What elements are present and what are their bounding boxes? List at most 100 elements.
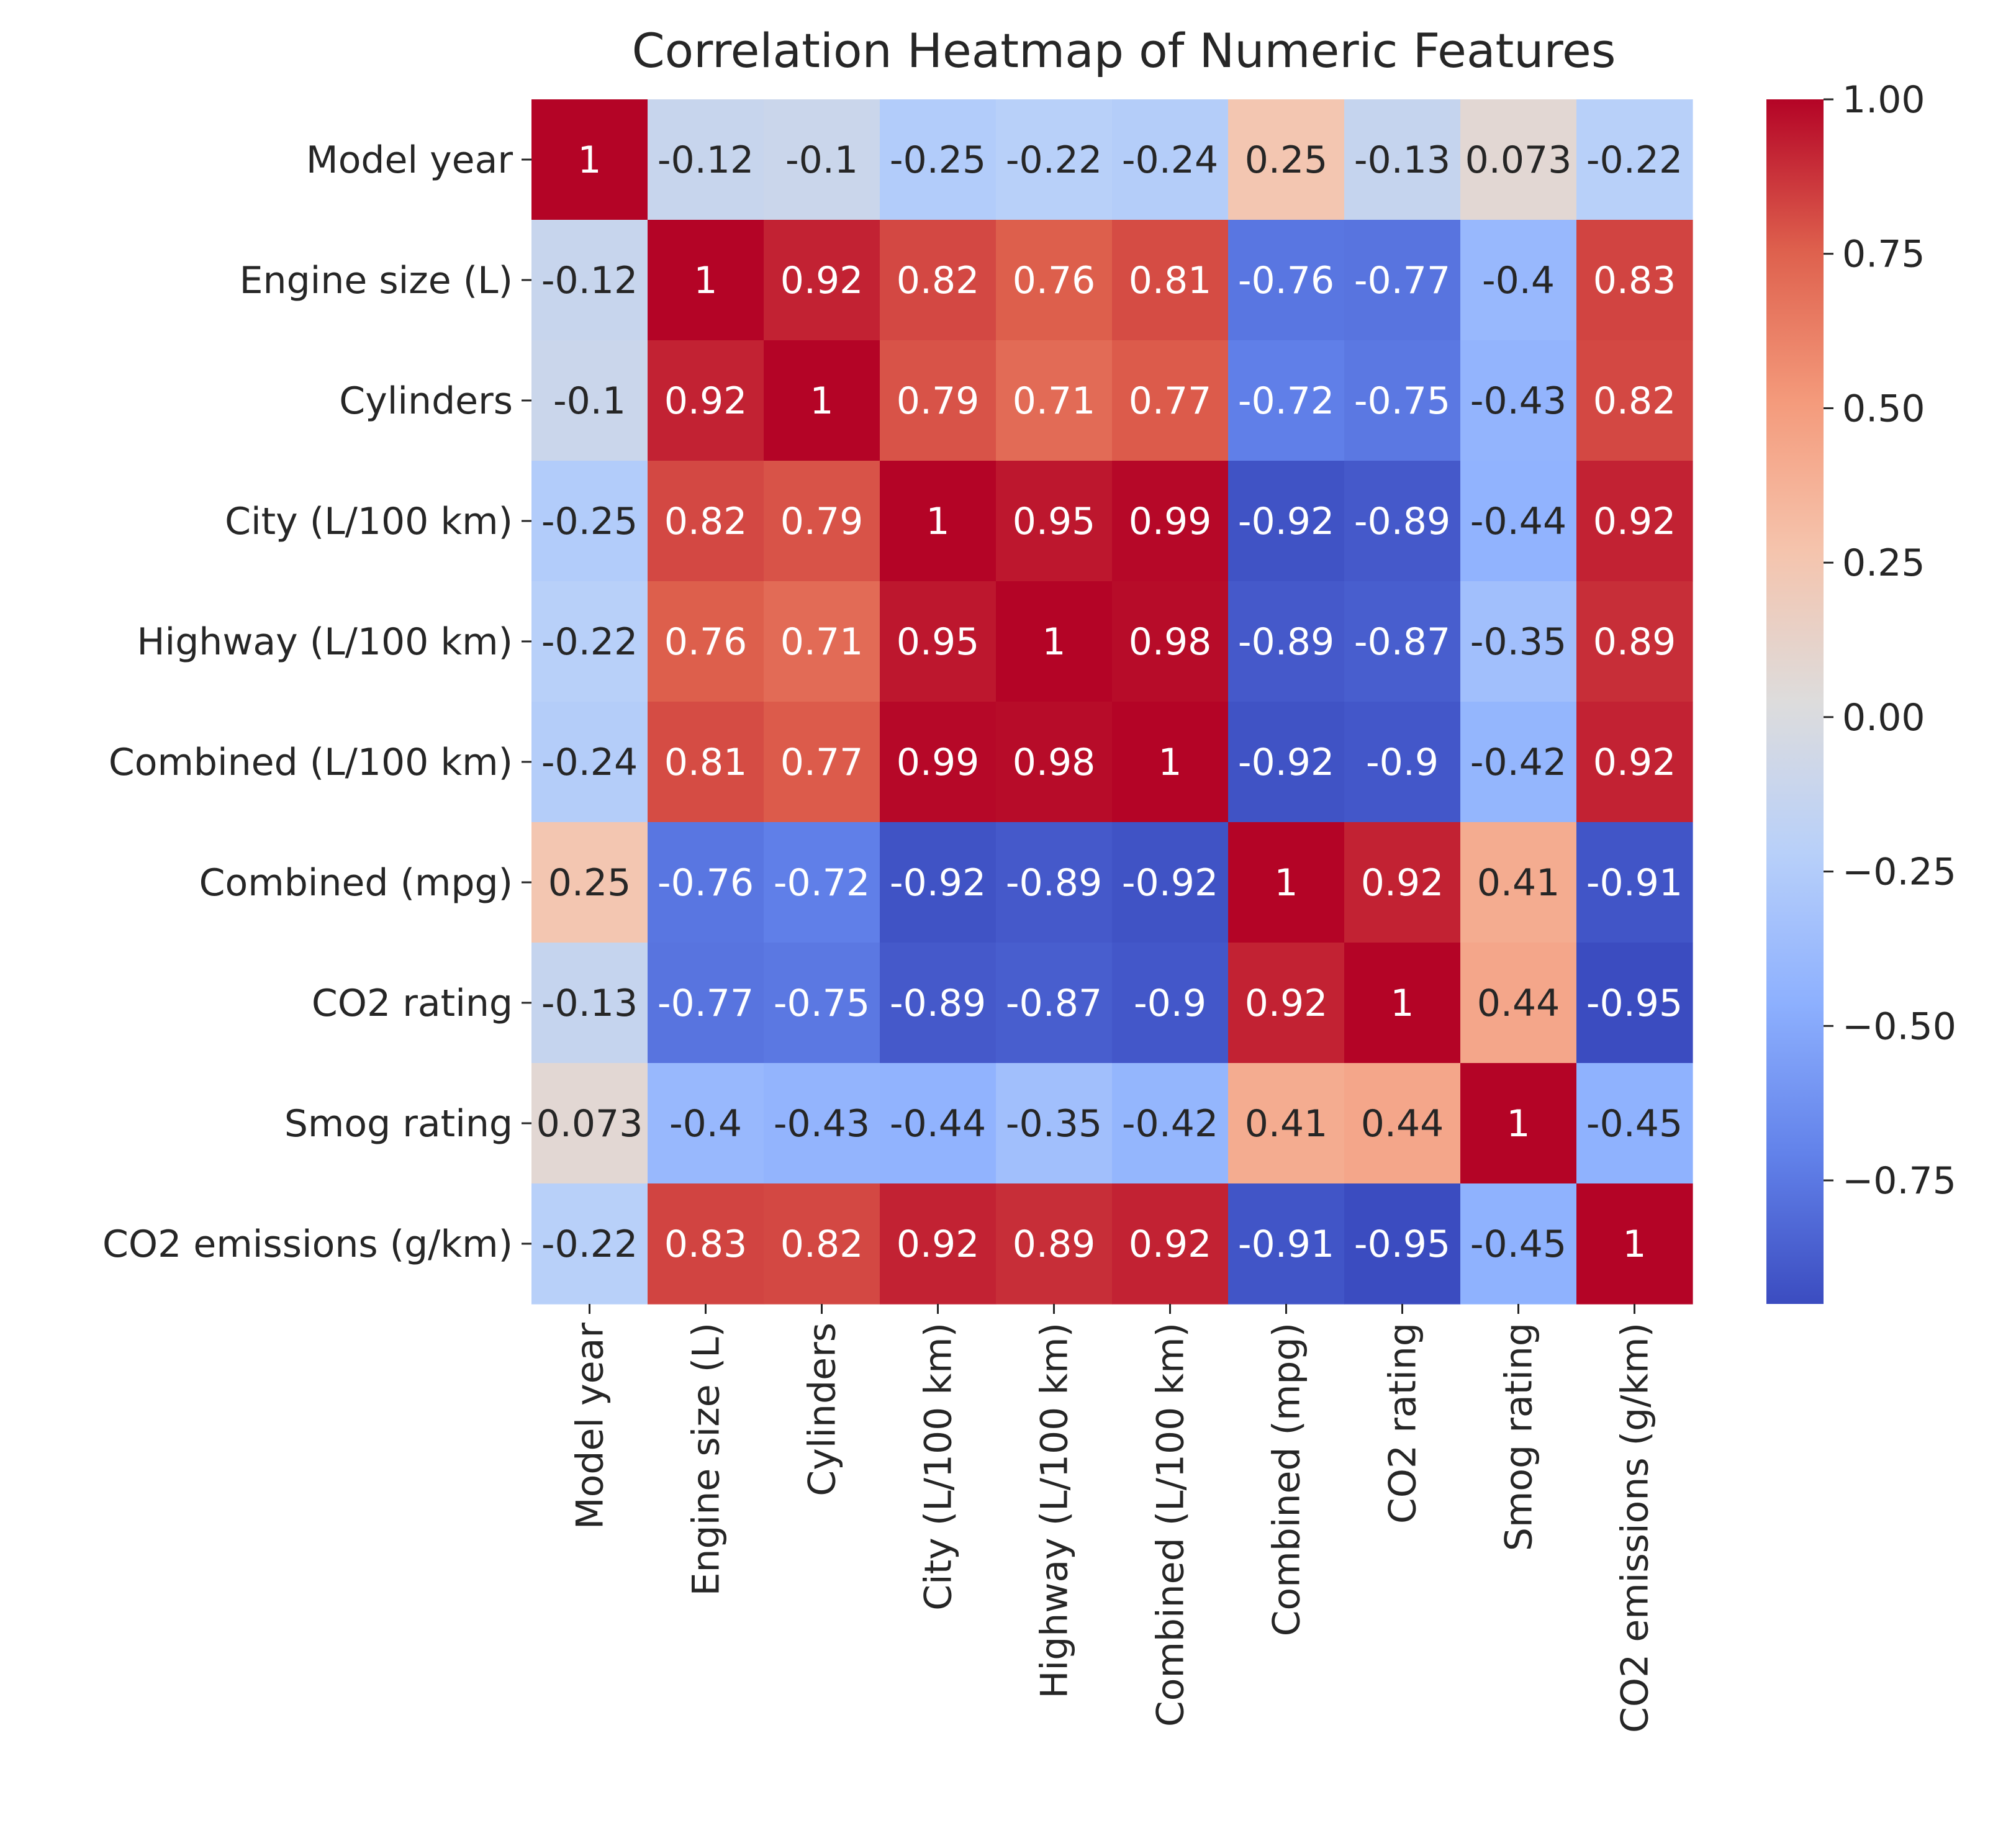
heatmap-annotations: 1 -0.12 -0.1 -0.25 -0.22 -0.24 0.25 -0.13 0.073-… bbox=[536, 138, 1683, 1266]
y-tick-label: Highway (L/100 km) bbox=[137, 620, 513, 664]
heatmap-cell bbox=[1576, 1063, 1693, 1184]
x-tick-label: Highway (L/100 km) bbox=[1033, 1323, 1077, 1699]
heatmap-cell bbox=[996, 1063, 1113, 1184]
cell-value-label: -0.89 bbox=[1006, 861, 1102, 905]
heatmap-cell bbox=[531, 220, 648, 341]
colorbar-tick-label: 0.75 bbox=[1842, 233, 1925, 276]
heatmap-cell bbox=[648, 702, 764, 823]
heatmap-cell bbox=[1344, 1183, 1461, 1305]
heatmap-cell bbox=[648, 461, 764, 582]
cell-value-label: -0.25 bbox=[890, 138, 986, 182]
heatmap-cell bbox=[1460, 1063, 1577, 1184]
heatmap-cell bbox=[1228, 581, 1345, 702]
heatmap-cell bbox=[1112, 1063, 1229, 1184]
heatmap-cell bbox=[531, 461, 648, 582]
heatmap-cell bbox=[531, 702, 648, 823]
cell-value-label: 0.25 bbox=[548, 861, 631, 905]
heatmap-cell bbox=[1344, 461, 1461, 582]
heatmap-cell bbox=[996, 822, 1113, 943]
cell-value-label: 0.25 bbox=[1245, 138, 1328, 182]
cell-value-label: 1 bbox=[1158, 741, 1182, 784]
cell-value-label: 0.99 bbox=[897, 741, 980, 784]
heatmap-cell bbox=[648, 1063, 764, 1184]
cell-value-label: 0.71 bbox=[1013, 379, 1096, 423]
cell-value-label: -0.25 bbox=[541, 500, 638, 543]
heatmap-cell bbox=[1576, 99, 1693, 220]
cell-value-label: -0.75 bbox=[1354, 379, 1450, 423]
heatmap-cell bbox=[1576, 1183, 1693, 1305]
heatmap-cell bbox=[1460, 822, 1577, 943]
heatmap-cell bbox=[1112, 220, 1229, 341]
x-tick-label: CO2 emissions (g/km) bbox=[1614, 1323, 1657, 1733]
cell-value-label: 0.71 bbox=[780, 620, 864, 664]
heatmap-cell bbox=[1228, 1063, 1345, 1184]
heatmap-cell bbox=[1228, 822, 1345, 943]
heatmap-cell bbox=[1344, 822, 1461, 943]
heatmap-cell bbox=[1344, 702, 1461, 823]
heatmap-cell bbox=[1460, 702, 1577, 823]
cell-value-label: 0.82 bbox=[897, 259, 980, 302]
colorbar: 1.00 0.75 0.50 0.25 0.00 −0.25 −0.50 −0.75 bbox=[1766, 78, 1956, 1304]
cell-value-label: 1 bbox=[1274, 861, 1298, 905]
cell-value-label: 0.83 bbox=[664, 1223, 748, 1266]
heatmap-cell bbox=[1460, 220, 1577, 341]
colorbar-tick-label: 1.00 bbox=[1842, 78, 1925, 122]
cell-value-label: -0.22 bbox=[1586, 138, 1683, 182]
heatmap-cell bbox=[531, 581, 648, 702]
heatmap-cell bbox=[1460, 340, 1577, 461]
heatmap-cell bbox=[1344, 943, 1461, 1064]
heatmap-cell bbox=[1576, 702, 1693, 823]
cell-value-label: -0.72 bbox=[774, 861, 870, 905]
x-tick-label: City (L/100 km) bbox=[917, 1323, 961, 1611]
heatmap-cell bbox=[1112, 943, 1229, 1064]
heatmap-cell bbox=[531, 1063, 648, 1184]
cell-value-label: 0.92 bbox=[1361, 861, 1444, 905]
x-tick-label: Engine size (L) bbox=[685, 1323, 728, 1596]
heatmap-cell bbox=[648, 220, 764, 341]
cell-value-label: 0.79 bbox=[780, 500, 864, 543]
cell-value-label: 0.98 bbox=[1129, 620, 1212, 664]
cell-value-label: -0.89 bbox=[1238, 620, 1334, 664]
cell-value-label: -0.44 bbox=[1470, 500, 1566, 543]
y-tick-label: CO2 emissions (g/km) bbox=[102, 1223, 513, 1266]
cell-value-label: 0.76 bbox=[664, 620, 748, 664]
y-tick-label: Cylinders bbox=[339, 379, 513, 423]
colorbar-tick-label: 0.00 bbox=[1842, 696, 1925, 740]
cell-value-label: 0.81 bbox=[664, 741, 748, 784]
y-tick-label: Engine size (L) bbox=[240, 259, 513, 302]
cell-value-label: -0.24 bbox=[1122, 138, 1218, 182]
heatmap-cell bbox=[1344, 99, 1461, 220]
cell-value-label: 0.95 bbox=[1013, 500, 1096, 543]
heatmap-cell bbox=[880, 461, 997, 582]
heatmap-cell bbox=[996, 461, 1113, 582]
y-tick-label: Smog rating bbox=[284, 1102, 513, 1146]
cell-value-label: 1 bbox=[1506, 1102, 1530, 1146]
cell-value-label: -0.13 bbox=[541, 982, 638, 1025]
cell-value-label: 0.92 bbox=[664, 379, 748, 423]
cell-value-label: -0.92 bbox=[1122, 861, 1218, 905]
cell-value-label: 0.92 bbox=[1593, 500, 1676, 543]
heatmap-cell bbox=[1576, 461, 1693, 582]
heatmap-cell bbox=[764, 220, 880, 341]
y-tick-label: Model year bbox=[306, 138, 513, 182]
heatmap-cell bbox=[880, 822, 997, 943]
cell-value-label: 0.92 bbox=[1593, 741, 1676, 784]
heatmap-cell bbox=[1576, 943, 1693, 1064]
cell-value-label: 0.89 bbox=[1013, 1223, 1096, 1266]
cell-value-label: 0.81 bbox=[1129, 259, 1212, 302]
heatmap-cell bbox=[531, 943, 648, 1064]
cell-value-label: 0.99 bbox=[1129, 500, 1212, 543]
cell-value-label: -0.13 bbox=[1354, 138, 1450, 182]
heatmap-cell bbox=[764, 1063, 880, 1184]
heatmap-cell bbox=[880, 220, 997, 341]
heatmap-cell bbox=[1228, 461, 1345, 582]
heatmap-cell bbox=[764, 340, 880, 461]
cell-value-label: -0.76 bbox=[658, 861, 754, 905]
cell-value-label: -0.91 bbox=[1586, 861, 1683, 905]
cell-value-label: 0.41 bbox=[1477, 861, 1560, 905]
cell-value-label: -0.75 bbox=[774, 982, 870, 1025]
heatmap-cell bbox=[1344, 220, 1461, 341]
cell-value-label: -0.77 bbox=[658, 982, 754, 1025]
heatmap-cell bbox=[1576, 340, 1693, 461]
